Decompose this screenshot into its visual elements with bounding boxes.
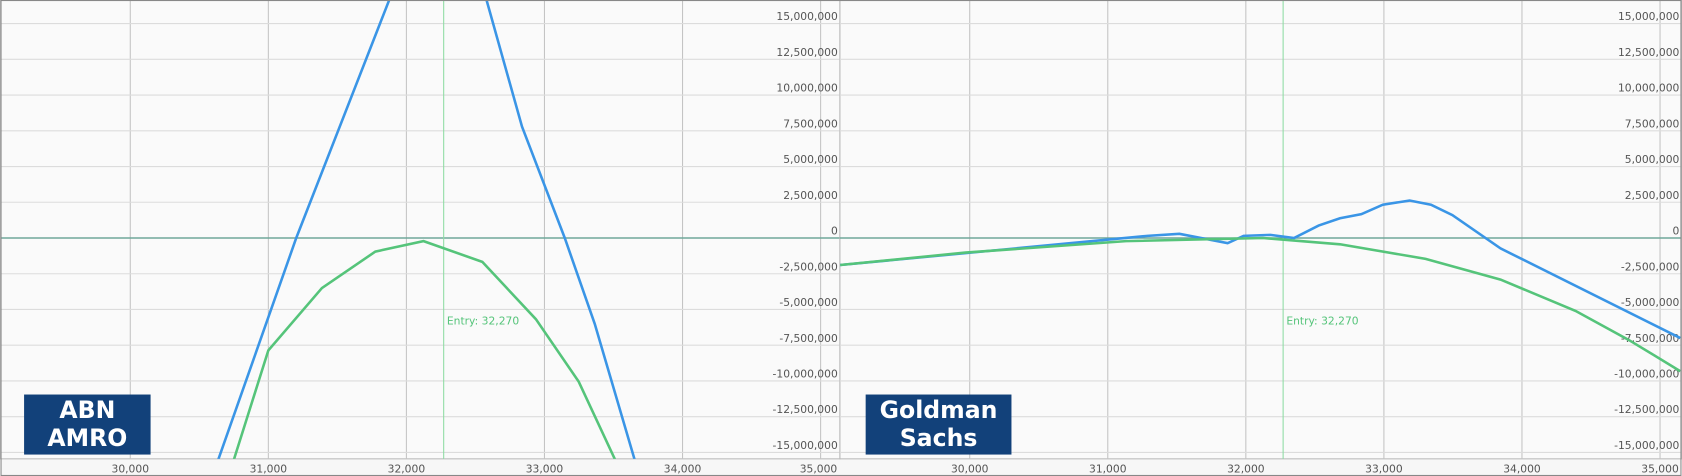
y-tick-label: -15,000,000 xyxy=(1614,439,1679,452)
y-tick-label: 12,500,000 xyxy=(1618,46,1680,59)
y-tick-label: -15,000,000 xyxy=(773,439,838,452)
x-tick-label: 33,000 xyxy=(1365,463,1403,476)
x-tick-label: 33,000 xyxy=(526,463,564,476)
x-tick-label: 30,000 xyxy=(951,463,989,476)
x-tick-label: 35,000 xyxy=(1641,463,1679,476)
y-tick-label: 5,000,000 xyxy=(1625,153,1680,166)
panel: 30,000 31,000 32,000 33,000 34,000 35,000 15,0… xyxy=(839,0,1682,476)
y-tick-label: 7,500,000 xyxy=(1625,117,1680,130)
plot-area xyxy=(0,0,841,460)
y-tick-label: 2,500,000 xyxy=(1625,189,1680,202)
badge-label: Goldman Sachs xyxy=(880,396,998,452)
y-tick-label: -2,500,000 xyxy=(1621,260,1680,273)
x-tick-label: 35,000 xyxy=(800,463,838,476)
badge-box xyxy=(865,394,1012,455)
badge-box xyxy=(24,394,151,455)
y-tick-label: 0 xyxy=(831,225,838,238)
x-tick-label: 32,000 xyxy=(388,463,426,476)
y-tick-label: 15,000,000 xyxy=(776,10,838,23)
y-tick-label: 5,000,000 xyxy=(783,153,838,166)
y-tick-label: -7,500,000 xyxy=(779,332,838,345)
y-tick-label: -12,500,000 xyxy=(1614,403,1679,416)
line-series xyxy=(232,239,617,459)
panel: 30,000 31,000 32,000 33,000 34,000 35,000 15,0… xyxy=(0,0,841,476)
line-series xyxy=(217,0,636,459)
badge-label: ABN AMRO xyxy=(47,396,127,452)
entry-label: Entry: 32,270 xyxy=(447,315,519,328)
y-tick-label: 0 xyxy=(1673,225,1680,238)
y-tick-label: 10,000,000 xyxy=(776,82,838,95)
y-tick-label: 7,500,000 xyxy=(783,117,838,130)
x-tick-label: 32,000 xyxy=(1227,463,1265,476)
y-tick-label: -5,000,000 xyxy=(1621,296,1680,309)
y-tick-label: 2,500,000 xyxy=(783,189,838,202)
y-tick-label: 10,000,000 xyxy=(1618,82,1680,95)
x-tick-label: 30,000 xyxy=(112,463,150,476)
x-tick-label: 34,000 xyxy=(664,463,702,476)
x-tick-label: 34,000 xyxy=(1503,463,1541,476)
y-tick-label: -2,500,000 xyxy=(779,260,838,273)
y-tick-label: 15,000,000 xyxy=(1618,10,1680,23)
plot-area xyxy=(839,0,1682,460)
entry-label: Entry: 32,270 xyxy=(1286,315,1358,328)
line-series xyxy=(840,236,1681,373)
y-tick-label: -5,000,000 xyxy=(779,296,838,309)
y-tick-label: -7,500,000 xyxy=(1621,332,1680,345)
y-tick-label: -10,000,000 xyxy=(1614,368,1679,381)
y-tick-label: -12,500,000 xyxy=(773,403,838,416)
x-tick-label: 31,000 xyxy=(250,463,288,476)
y-tick-label: 12,500,000 xyxy=(776,46,838,59)
y-tick-label: -10,000,000 xyxy=(773,368,838,381)
x-tick-label: 31,000 xyxy=(1089,463,1127,476)
